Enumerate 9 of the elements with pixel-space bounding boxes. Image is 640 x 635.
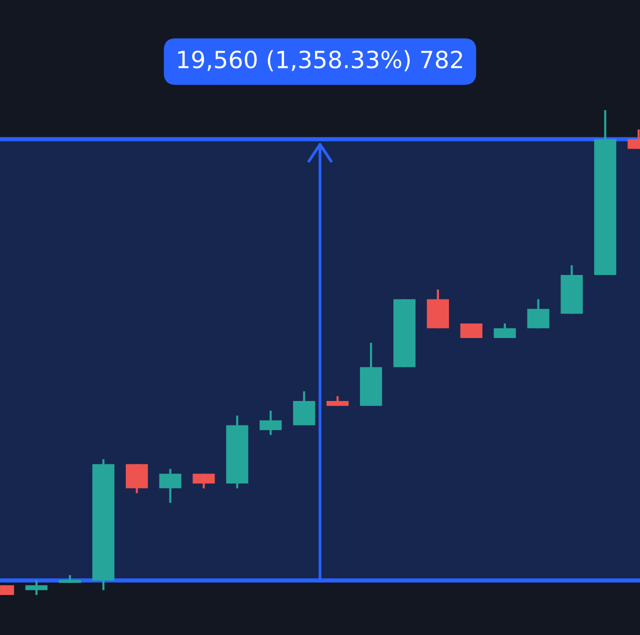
band-label: 19,560 (1,358.33%) 782	[178, 50, 462, 72]
candlestick	[494, 322, 516, 340]
candlestick	[260, 410, 282, 436]
candlestick	[326, 395, 349, 407]
candlestick	[192, 472, 215, 490]
candlestick	[25, 579, 48, 596]
candlestick	[159, 468, 182, 504]
candlestick	[527, 298, 550, 330]
candlestick	[460, 322, 482, 340]
